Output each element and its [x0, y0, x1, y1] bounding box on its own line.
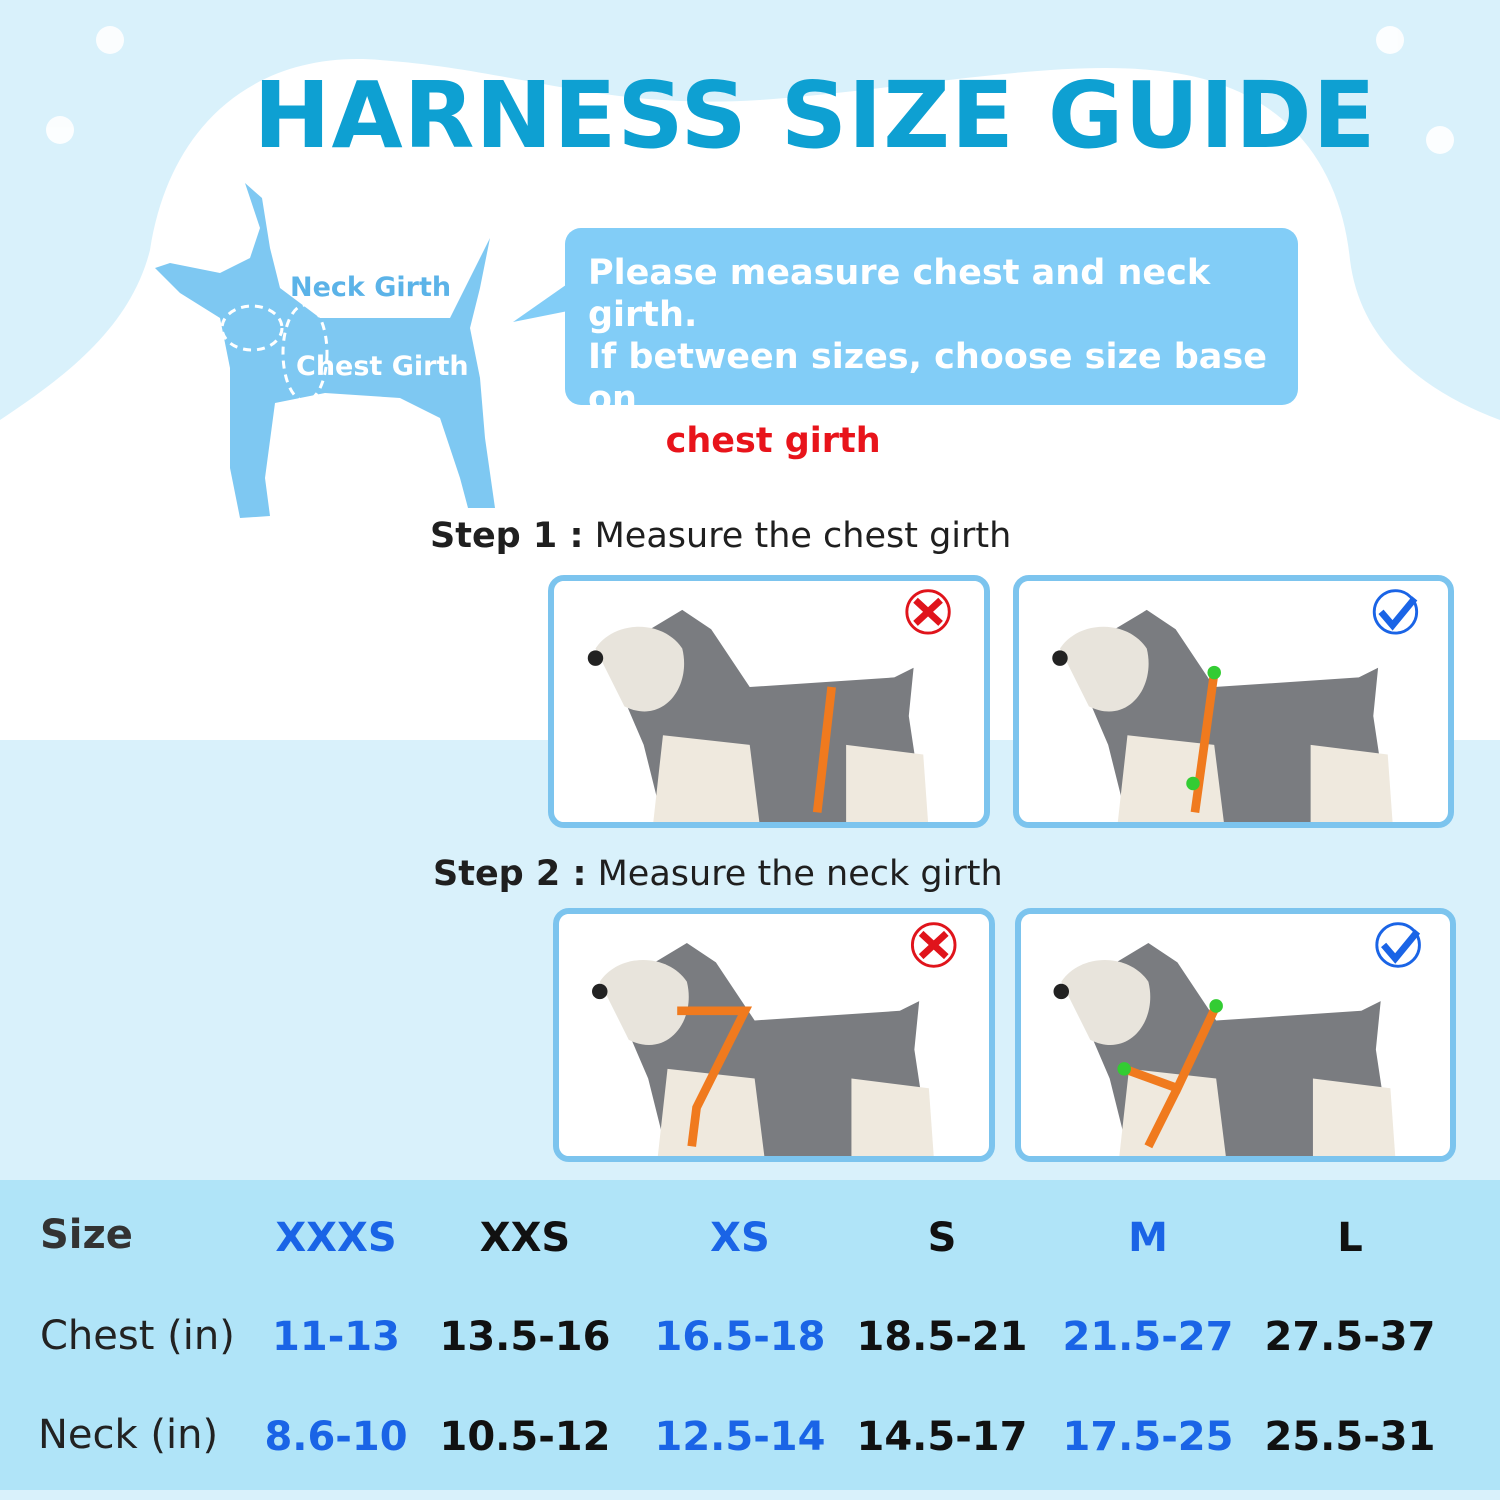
note-line-1: Please measure chest and neck girth.	[588, 253, 1211, 335]
page-title: HARNESS SIZE GUIDE	[253, 62, 1377, 169]
step-1-text: Measure the chest girth	[594, 516, 1012, 556]
table-cell-neck-5: 25.5-31	[1264, 1414, 1436, 1460]
table-cell-chest-4: 21.5-27	[1062, 1314, 1234, 1360]
table-cell-sizes-3: S	[927, 1215, 957, 1261]
step-1-wrong-photo	[548, 575, 990, 828]
blue-check-icon	[1372, 589, 1419, 635]
table-cell-neck-1: 10.5-12	[439, 1414, 611, 1460]
row-label-neck: Neck (in)	[38, 1412, 219, 1458]
note-highlight: chest girth	[665, 421, 881, 461]
table-cell-neck-3: 14.5-17	[856, 1414, 1028, 1460]
step-2-text: Measure the neck girth	[597, 854, 1003, 894]
step-2-label: Step 2 :	[433, 854, 587, 894]
row-label-chest: Chest (in)	[40, 1313, 235, 1359]
step-2-correct-photo	[1015, 908, 1456, 1162]
measurement-note: Please measure chest and neck girth. If …	[565, 228, 1298, 461]
step-2-heading: Step 2 : Measure the neck girth	[433, 854, 1003, 894]
table-cell-sizes-1: XXS	[479, 1215, 571, 1261]
row-label-size: Size	[40, 1212, 133, 1258]
table-cell-sizes-0: XXXS	[275, 1215, 397, 1261]
red-x-icon	[910, 922, 957, 968]
table-cell-chest-5: 27.5-37	[1264, 1314, 1436, 1360]
note-line-3-prefix: the	[588, 421, 666, 461]
table-cell-sizes-5: L	[1337, 1215, 1363, 1261]
chest-girth-label: Chest Girth	[296, 351, 469, 382]
table-cell-sizes-2: XS	[710, 1215, 770, 1261]
table-cell-neck-2: 12.5-14	[654, 1414, 826, 1460]
table-cell-neck-4: 17.5-25	[1062, 1414, 1234, 1460]
table-cell-chest-1: 13.5-16	[439, 1314, 611, 1360]
blue-check-icon	[1375, 922, 1421, 968]
size-table: Size Chest (in) Neck (in) XXXS XXS XS S M L 11…	[0, 1180, 1500, 1490]
dog-diagram: Neck Girth Chest Girth	[155, 183, 495, 518]
table-cell-sizes-4: M	[1128, 1215, 1168, 1261]
table-cell-neck-0: 8.6-10	[264, 1414, 408, 1460]
table-cell-chest-0: 11-13	[272, 1314, 400, 1360]
note-line-2: If between sizes, choose size base on	[588, 337, 1267, 419]
step-2-wrong-photo	[553, 908, 995, 1162]
red-x-icon	[905, 589, 951, 635]
bubble-pointer	[513, 280, 573, 322]
step-1-label: Step 1 :	[430, 516, 584, 556]
table-cell-chest-3: 18.5-21	[856, 1314, 1028, 1360]
note-line-3-suffix: .	[880, 421, 894, 461]
neck-girth-label: Neck Girth	[290, 272, 451, 303]
step-1-heading: Step 1 : Measure the chest girth	[430, 516, 1011, 556]
step-1-correct-photo	[1013, 575, 1454, 828]
table-cell-chest-2: 16.5-18	[654, 1314, 826, 1360]
